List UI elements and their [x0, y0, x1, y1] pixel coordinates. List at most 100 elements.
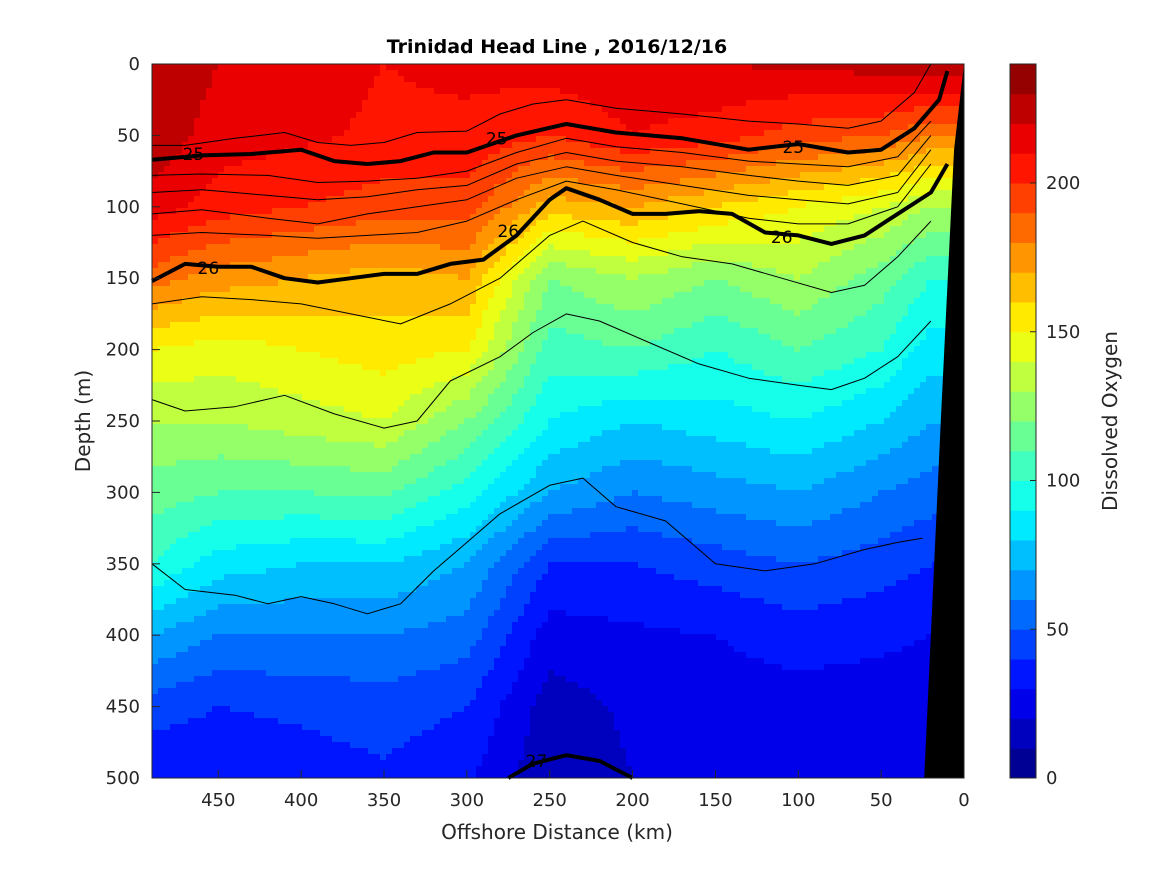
oxygen-cell: [200, 706, 207, 713]
oxygen-cell: [302, 142, 309, 149]
oxygen-cell: [374, 568, 381, 575]
oxygen-cell: [290, 538, 297, 545]
oxygen-cell: [182, 286, 189, 293]
oxygen-cell: [188, 328, 195, 335]
oxygen-cell: [272, 424, 279, 431]
oxygen-cell: [290, 550, 297, 557]
oxygen-cell: [320, 592, 327, 599]
oxygen-cell: [158, 238, 165, 245]
oxygen-cell: [338, 262, 345, 269]
oxygen-cell: [398, 736, 405, 743]
oxygen-cell: [344, 628, 351, 635]
oxygen-cell: [218, 256, 225, 263]
oxygen-cell: [326, 298, 333, 305]
oxygen-cell: [314, 550, 321, 557]
oxygen-cell: [362, 592, 369, 599]
oxygen-cell: [338, 64, 345, 71]
oxygen-cell: [326, 466, 333, 473]
oxygen-cell: [242, 424, 249, 431]
oxygen-cell: [296, 64, 303, 71]
oxygen-cell: [338, 484, 345, 491]
oxygen-cell: [278, 70, 285, 77]
oxygen-cell: [386, 196, 393, 203]
oxygen-cell: [398, 550, 405, 557]
oxygen-cell: [218, 352, 225, 359]
oxygen-cell: [392, 460, 399, 467]
oxygen-cell: [242, 466, 249, 473]
oxygen-cell: [380, 550, 387, 557]
oxygen-cell: [272, 748, 279, 755]
oxygen-cell: [176, 676, 183, 683]
oxygen-cell: [248, 682, 255, 689]
oxygen-cell: [218, 280, 225, 287]
oxygen-cell: [338, 130, 345, 137]
oxygen-cell: [182, 106, 189, 113]
oxygen-cell: [368, 706, 375, 713]
oxygen-cell: [386, 244, 393, 251]
oxygen-cell: [368, 526, 375, 533]
oxygen-cell: [380, 172, 387, 179]
oxygen-cell: [242, 508, 249, 515]
oxygen-cell: [278, 736, 285, 743]
oxygen-cell: [308, 208, 315, 215]
oxygen-cell: [320, 388, 327, 395]
oxygen-cell: [278, 700, 285, 707]
oxygen-cell: [350, 358, 357, 365]
oxygen-cell: [182, 748, 189, 755]
oxygen-cell: [398, 652, 405, 659]
oxygen-cell: [308, 88, 315, 95]
oxygen-cell: [242, 550, 249, 557]
oxygen-cell: [200, 88, 207, 95]
oxygen-cell: [200, 148, 207, 155]
oxygen-cell: [230, 448, 237, 455]
oxygen-cell: [356, 172, 363, 179]
oxygen-cell: [302, 118, 309, 125]
oxygen-cell: [200, 598, 207, 605]
oxygen-cell: [320, 472, 327, 479]
oxygen-cell: [194, 352, 201, 359]
oxygen-cell: [350, 166, 357, 173]
oxygen-cell: [284, 538, 291, 545]
oxygen-cell: [302, 340, 309, 347]
oxygen-cell: [230, 382, 237, 389]
oxygen-cell: [344, 730, 351, 737]
oxygen-cell: [338, 112, 345, 119]
oxygen-cell: [152, 436, 159, 443]
oxygen-cell: [164, 394, 171, 401]
oxygen-cell: [332, 424, 339, 431]
oxygen-cell: [338, 646, 345, 653]
oxygen-cell: [164, 232, 171, 239]
oxygen-cell: [320, 430, 327, 437]
oxygen-cell: [398, 406, 405, 413]
oxygen-cell: [254, 268, 261, 275]
oxygen-cell: [158, 334, 165, 341]
oxygen-cell: [350, 250, 357, 257]
oxygen-cell: [152, 694, 159, 701]
oxygen-cell: [158, 706, 165, 713]
oxygen-cell: [182, 640, 189, 647]
oxygen-cell: [350, 238, 357, 245]
oxygen-cell: [314, 496, 321, 503]
oxygen-cell: [320, 358, 327, 365]
oxygen-cell: [248, 394, 255, 401]
oxygen-cell: [170, 556, 177, 563]
oxygen-cell: [176, 580, 183, 587]
oxygen-cell: [164, 280, 171, 287]
oxygen-cell: [380, 382, 387, 389]
oxygen-cell: [380, 322, 387, 329]
oxygen-cell: [296, 568, 303, 575]
oxygen-cell: [302, 262, 309, 269]
oxygen-cell: [194, 94, 201, 101]
oxygen-cell: [392, 418, 399, 425]
oxygen-cell: [302, 280, 309, 287]
oxygen-cell: [272, 562, 279, 569]
oxygen-cell: [266, 292, 273, 299]
oxygen-cell: [278, 556, 285, 563]
oxygen-cell: [362, 652, 369, 659]
oxygen-cell: [266, 202, 273, 209]
oxygen-cell: [266, 544, 273, 551]
oxygen-cell: [296, 688, 303, 695]
oxygen-cell: [290, 166, 297, 173]
oxygen-cell: [380, 448, 387, 455]
oxygen-cell: [224, 448, 231, 455]
